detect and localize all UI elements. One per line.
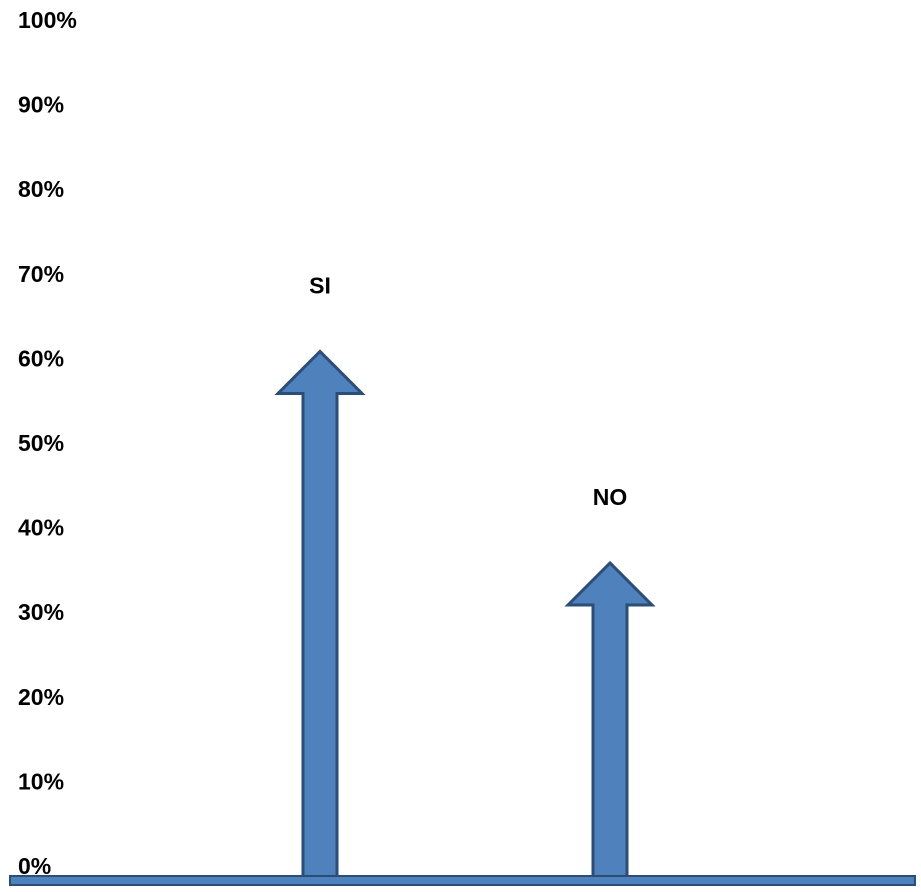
y-tick-label: 40% <box>18 515 64 541</box>
arrow-bars <box>274 349 656 886</box>
y-tick-label: 70% <box>18 261 64 287</box>
y-tick-label: 100% <box>18 7 77 33</box>
category-label-no: NO <box>593 484 628 510</box>
arrow-bar-si <box>274 349 366 886</box>
category-label-si: SI <box>309 272 331 298</box>
y-tick-label: 10% <box>18 768 64 794</box>
y-tick-label: 50% <box>18 430 64 456</box>
y-tick-label: 60% <box>18 345 64 371</box>
y-tick-label: 80% <box>18 176 64 202</box>
y-tick-label: 30% <box>18 599 64 625</box>
arrow-bar-no <box>564 560 656 886</box>
category-labels: SI NO <box>309 272 627 510</box>
y-axis-ticks: 0% 10% 20% 30% 40% 50% 60% 70% 80% 90% 100% <box>18 7 77 879</box>
x-axis-baseline <box>9 875 916 886</box>
y-tick-label: 0% <box>18 853 51 879</box>
y-tick-label: 20% <box>18 684 64 710</box>
baseline-layer <box>9 875 916 886</box>
y-tick-label: 90% <box>18 92 64 118</box>
